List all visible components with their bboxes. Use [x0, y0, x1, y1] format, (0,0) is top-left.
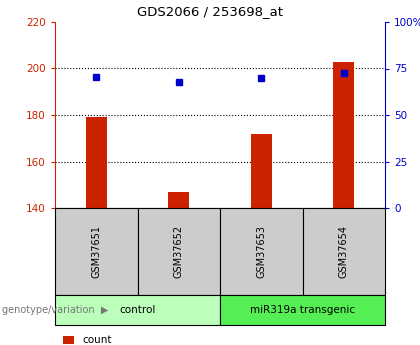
Bar: [251, 134, 272, 208]
Bar: [86, 117, 107, 208]
Text: miR319a transgenic: miR319a transgenic: [250, 305, 355, 315]
Text: GSM37651: GSM37651: [91, 225, 101, 278]
Text: count: count: [82, 335, 112, 345]
Text: control: control: [119, 305, 156, 315]
Text: GSM37654: GSM37654: [339, 225, 349, 278]
Text: GSM37652: GSM37652: [174, 225, 184, 278]
Text: GSM37653: GSM37653: [256, 225, 266, 278]
Bar: [333, 61, 354, 208]
Bar: [168, 192, 189, 208]
Text: GDS2066 / 253698_at: GDS2066 / 253698_at: [137, 6, 283, 19]
Text: genotype/variation  ▶: genotype/variation ▶: [2, 305, 108, 315]
